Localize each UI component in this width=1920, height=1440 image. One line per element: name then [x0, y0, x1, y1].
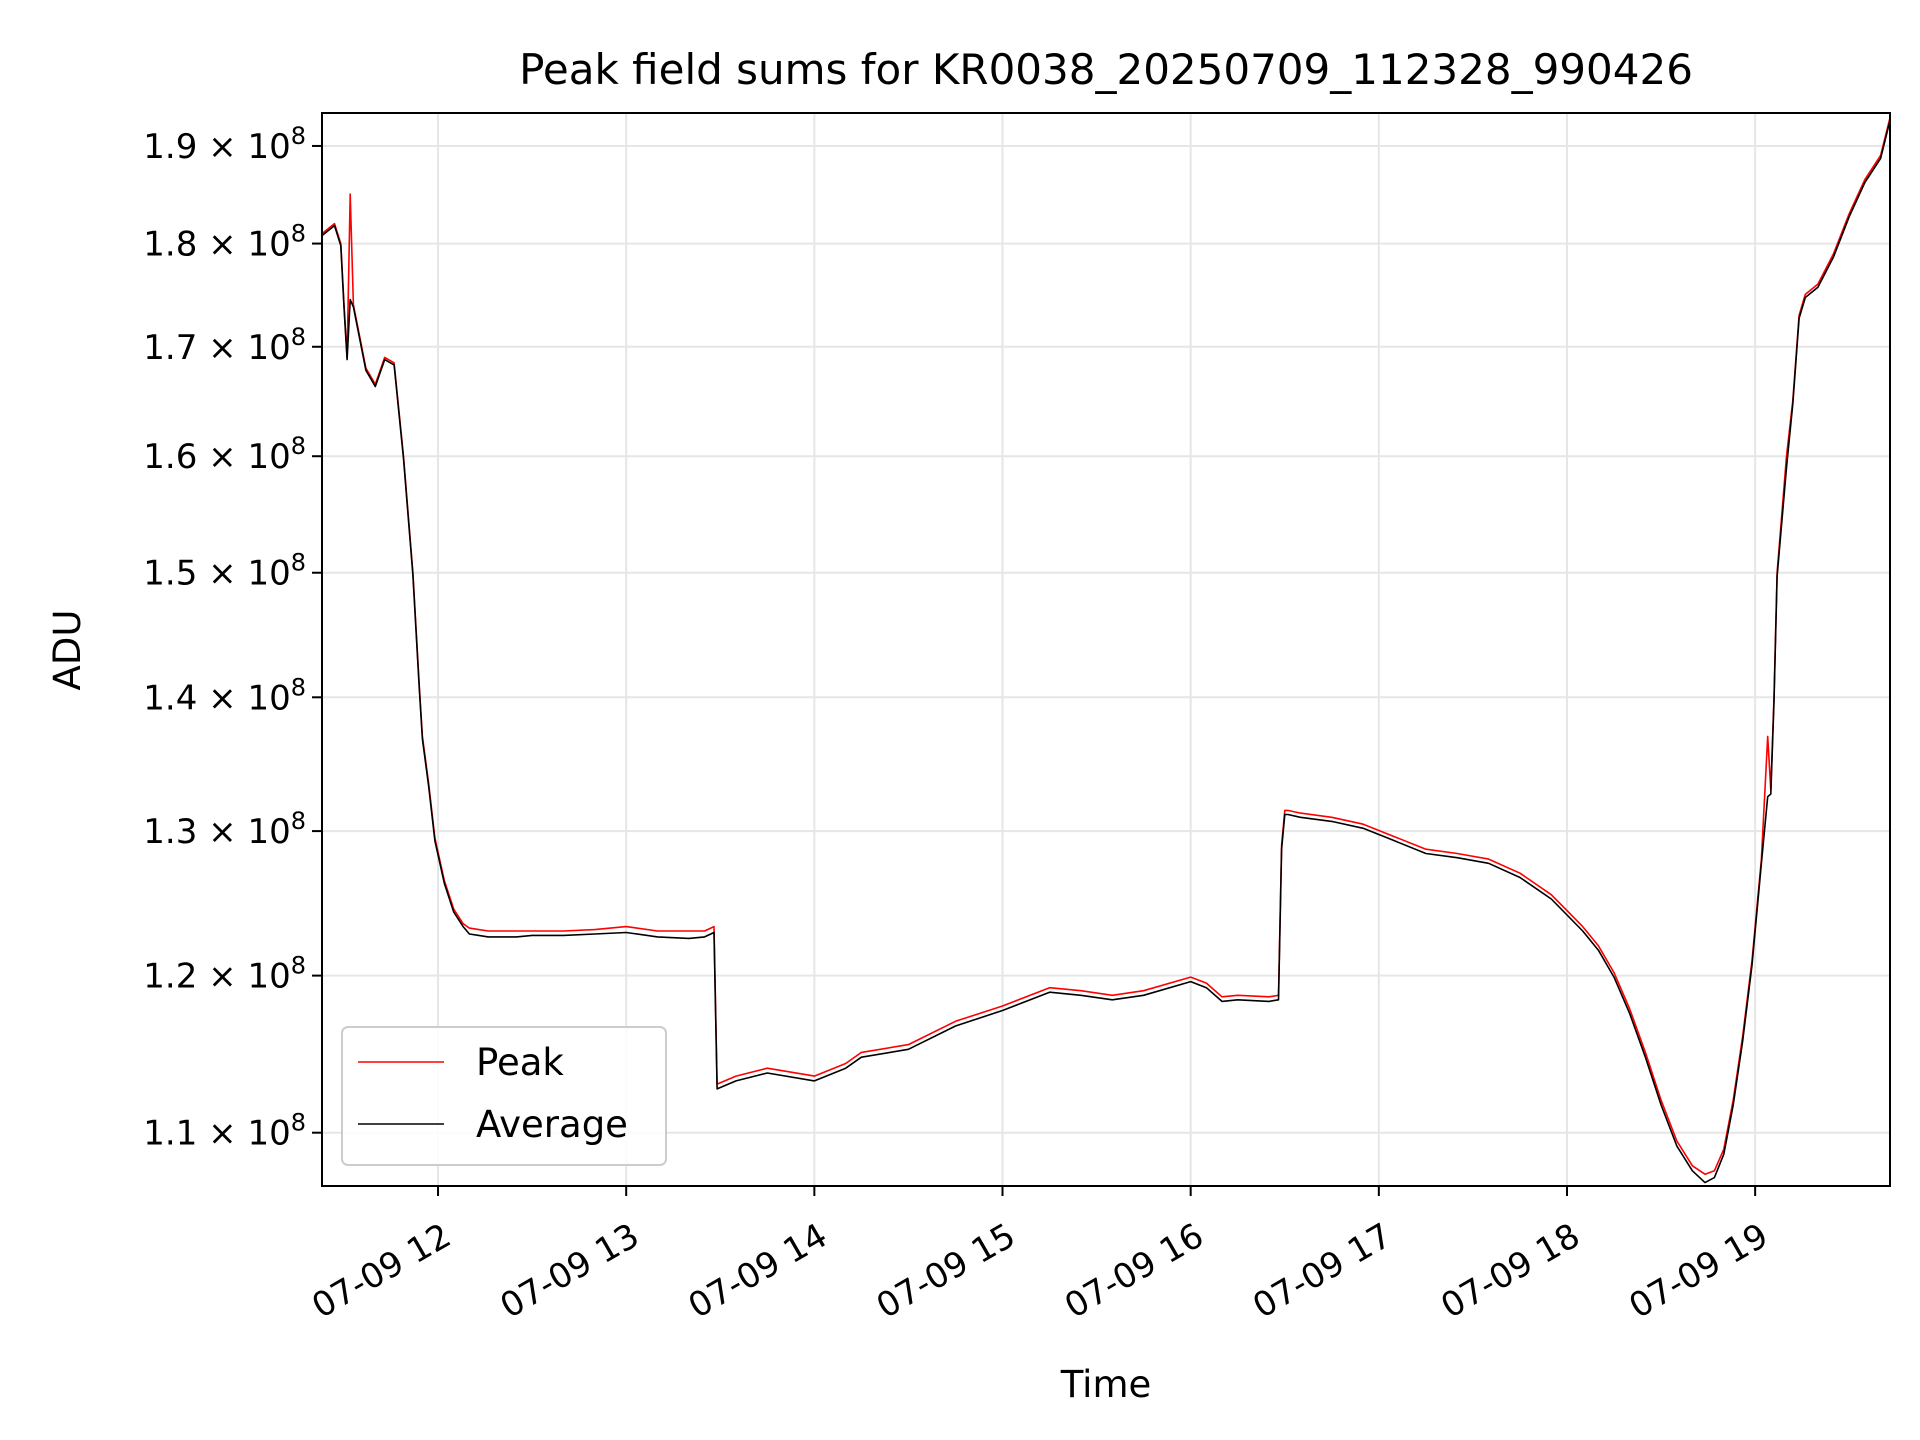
y-tick-label: 1.6 × 108	[143, 432, 306, 477]
y-tick-label: 1.2 × 108	[143, 952, 306, 997]
y-tick-label: 1.9 × 108	[143, 122, 306, 167]
y-tick-label: 1.5 × 108	[143, 549, 306, 594]
grid-lines	[322, 113, 1890, 1186]
plot-area	[322, 117, 1890, 1184]
y-tick-label: 1.4 × 108	[143, 673, 306, 718]
legend-label-peak: Peak	[476, 1041, 564, 1084]
y-tick-label: 1.8 × 108	[143, 220, 306, 265]
legend: Peak Average	[341, 1026, 667, 1166]
y-tick-label: 1.3 × 108	[143, 807, 306, 852]
y-axis-label: ADU	[46, 610, 89, 691]
y-tick-label: 1.7 × 108	[143, 323, 306, 368]
y-axis-ticks: 1.1 × 108 1.2 × 108 1.3 × 108 1.4 × 108 1.5 …	[143, 122, 322, 1154]
plot-frame	[321, 112, 1891, 1187]
x-axis-label: Time	[1060, 1363, 1152, 1406]
legend-label-average: Average	[476, 1103, 628, 1146]
y-tick-label: 1.1 × 108	[143, 1109, 306, 1154]
chart-title: Peak field sums for KR0038_20250709_1123…	[519, 45, 1693, 94]
series-line-average	[322, 120, 1890, 1184]
